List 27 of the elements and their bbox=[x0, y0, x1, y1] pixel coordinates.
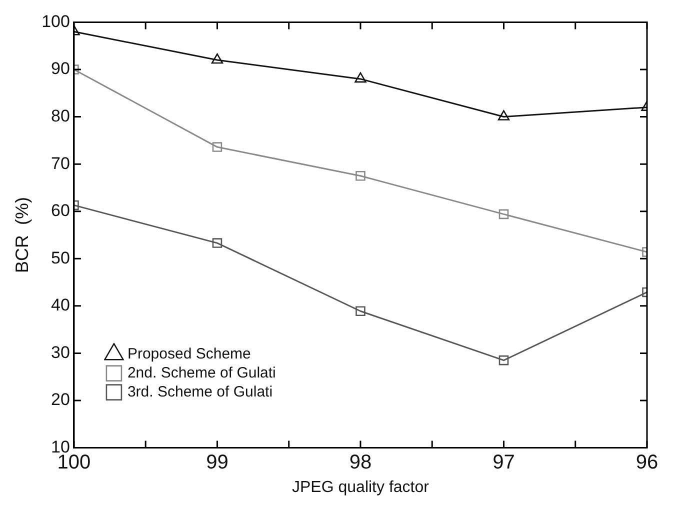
legend-label: 3rd. Scheme of Gulati bbox=[127, 383, 273, 400]
x-tick-label: 99 bbox=[206, 451, 228, 474]
y-tick-label: 50 bbox=[51, 248, 70, 268]
point bbox=[212, 238, 222, 248]
point bbox=[498, 110, 510, 120]
point bbox=[212, 142, 222, 152]
point bbox=[354, 72, 366, 83]
legend-label: Proposed Scheme bbox=[127, 345, 251, 362]
y-tick-label: 20 bbox=[51, 390, 70, 410]
point bbox=[356, 170, 366, 181]
y-tick-label: 70 bbox=[51, 154, 70, 173]
y-tick-label: 40 bbox=[51, 296, 70, 315]
y-tick-label: 100 bbox=[42, 12, 70, 31]
point bbox=[211, 53, 224, 64]
y-tick-label: 90 bbox=[51, 59, 70, 78]
point bbox=[356, 306, 366, 316]
y-tick-label: 30 bbox=[51, 342, 70, 362]
x-tick-label: 98 bbox=[349, 451, 372, 474]
y-tick-label: 60 bbox=[51, 201, 70, 220]
x-tick-label: 96 bbox=[636, 451, 658, 474]
x-tick-label: 97 bbox=[492, 451, 515, 474]
legend-label: 2nd. Scheme of Gulati bbox=[127, 364, 276, 382]
y-tick-label: 80 bbox=[51, 106, 70, 126]
y-axis-title: BCR (%) bbox=[12, 197, 32, 273]
point bbox=[498, 209, 509, 220]
point bbox=[498, 355, 509, 366]
x-axis-title: JPEG quality factor bbox=[292, 478, 430, 496]
